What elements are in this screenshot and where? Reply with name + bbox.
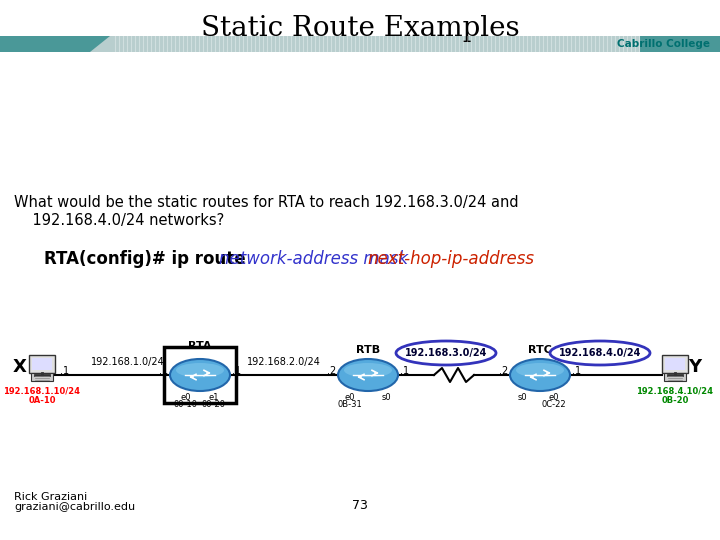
Bar [164, 347, 236, 403]
Bar [32, 358, 52, 370]
Text: s0: s0 [517, 393, 527, 402]
Ellipse shape [516, 363, 564, 377]
Text: Static Route Examples: Static Route Examples [201, 15, 519, 42]
Text: e0: e0 [345, 393, 355, 402]
Ellipse shape [338, 359, 398, 391]
Text: 192.168.4.10/24: 192.168.4.10/24 [636, 387, 714, 396]
Text: 0B-31: 0B-31 [338, 400, 362, 409]
Text: .1: .1 [572, 366, 581, 376]
Text: e1: e1 [209, 393, 220, 402]
Text: s0: s0 [381, 393, 391, 402]
Text: 00-20: 00-20 [202, 400, 226, 409]
Text: 192.168.4.0/24 networks?: 192.168.4.0/24 networks? [14, 213, 224, 228]
Polygon shape [0, 36, 110, 52]
Ellipse shape [510, 359, 570, 391]
Text: graziani@cabrillo.edu: graziani@cabrillo.edu [14, 502, 135, 512]
Text: RTC: RTC [528, 345, 552, 355]
Text: e0: e0 [181, 393, 192, 402]
Text: Rick Graziani: Rick Graziani [14, 492, 87, 502]
Text: 192.168.4.0/24: 192.168.4.0/24 [559, 348, 642, 358]
Text: network-address mask: network-address mask [219, 250, 413, 268]
Ellipse shape [176, 363, 224, 377]
Text: .1: .1 [232, 366, 241, 376]
Text: RTA(config)# ip route: RTA(config)# ip route [44, 250, 251, 268]
Text: .1: .1 [60, 366, 69, 376]
Text: 0A-10: 0A-10 [28, 396, 55, 405]
Bar [640, 36, 720, 52]
Text: Y: Y [688, 358, 701, 376]
Text: .1: .1 [159, 366, 168, 376]
Bar [0, 36, 720, 52]
Text: 192.168.1.10/24: 192.168.1.10/24 [4, 387, 81, 396]
Text: .2: .2 [499, 366, 508, 376]
Text: 192.168.1.0/24: 192.168.1.0/24 [91, 357, 165, 367]
Text: .2: .2 [327, 366, 336, 376]
Bar [31, 373, 53, 381]
Text: 00-10: 00-10 [174, 400, 198, 409]
Text: 192.168.2.0/24: 192.168.2.0/24 [247, 357, 321, 367]
Ellipse shape [344, 363, 392, 377]
Ellipse shape [170, 359, 230, 391]
Text: RTA: RTA [188, 341, 212, 351]
Text: RTB: RTB [356, 345, 380, 355]
Bar [664, 373, 686, 381]
Text: 0B-20: 0B-20 [661, 396, 689, 405]
Text: 0C-22: 0C-22 [541, 400, 567, 409]
Bar [662, 355, 688, 373]
Text: 192.168.3.0/24: 192.168.3.0/24 [405, 348, 487, 358]
Bar [29, 355, 55, 373]
Text: What would be the static routes for RTA to reach 192.168.3.0/24 and: What would be the static routes for RTA … [14, 195, 518, 210]
Text: 73: 73 [352, 499, 368, 512]
Text: X: X [13, 358, 27, 376]
Text: next-hop-ip-address: next-hop-ip-address [367, 250, 534, 268]
Bar [665, 358, 685, 370]
Text: Cabrillo College: Cabrillo College [617, 39, 710, 49]
Text: .1: .1 [400, 366, 409, 376]
Text: e0: e0 [549, 393, 559, 402]
